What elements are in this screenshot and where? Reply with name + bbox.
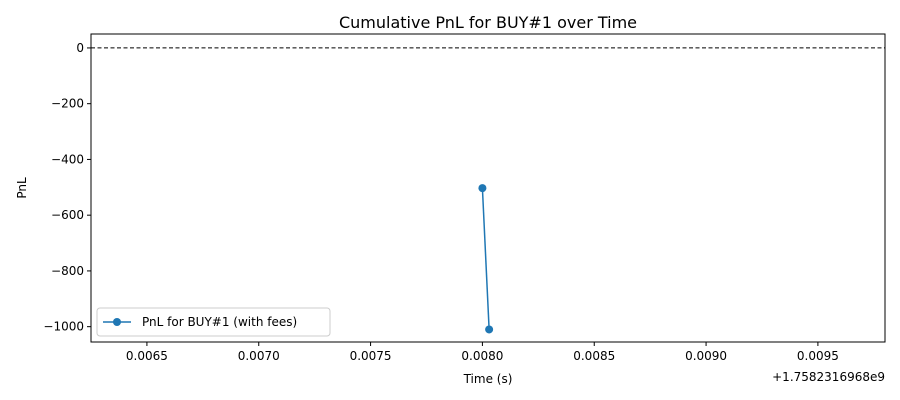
y-tick-label: −400: [51, 152, 84, 166]
x-tick-label: 0.0070: [238, 349, 280, 363]
legend: PnL for BUY#1 (with fees): [96, 307, 331, 337]
data-point: [478, 184, 487, 193]
x-axis-ticks: 0.0065 0.0070 0.0075 0.0080 0.0085 0.0090 0.00…: [126, 342, 839, 363]
y-tick-label: 0: [76, 41, 84, 55]
x-tick-label: 0.0095: [797, 349, 839, 363]
x-tick-label: 0.0080: [461, 349, 503, 363]
x-tick-label: 0.0075: [350, 349, 392, 363]
y-tick-label: −800: [51, 264, 84, 278]
legend-marker-sample: [113, 318, 121, 326]
x-tick-label: 0.0065: [126, 349, 168, 363]
x-tick-label: 0.0090: [685, 349, 727, 363]
y-axis-ticks: 0 −200 −400 −600 −800 −1000: [43, 41, 91, 334]
x-axis-label: Time (s): [463, 372, 513, 386]
x-tick-label: 0.0085: [573, 349, 615, 363]
y-tick-label: −1000: [43, 320, 84, 334]
chart-title: Cumulative PnL for BUY#1 over Time: [339, 13, 637, 32]
series-line: [481, 188, 490, 330]
data-point: [485, 325, 494, 334]
x-axis-offset-label: +1.7582316968e9: [772, 370, 885, 384]
y-tick-label: −200: [51, 97, 84, 111]
plot-area: [90, 33, 886, 343]
series-layer: [478, 184, 494, 334]
y-axis-label: PnL: [15, 177, 29, 199]
y-tick-label: −600: [51, 208, 84, 222]
legend-box: [96, 307, 331, 337]
legend-entry-label: PnL for BUY#1 (with fees): [142, 315, 297, 329]
